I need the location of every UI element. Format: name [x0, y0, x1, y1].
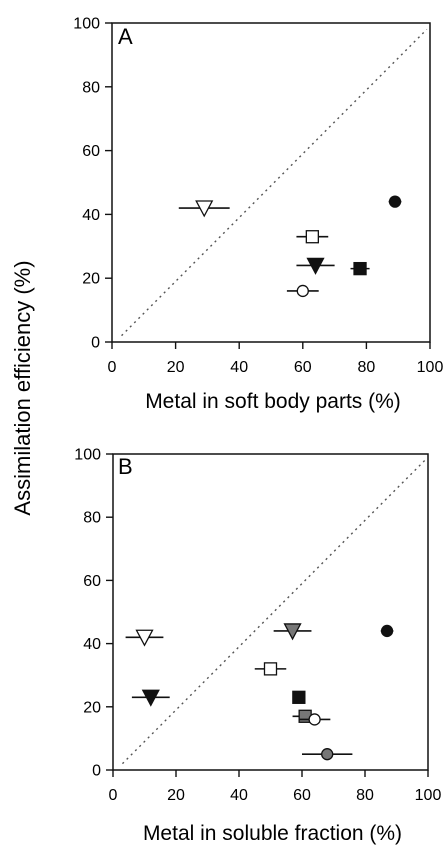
plot-frame — [112, 453, 429, 771]
x-tick-label: 100 — [417, 359, 444, 376]
shared-y-axis-label: Assimilation efficiency (%) — [10, 260, 35, 515]
data-point-triangle-down — [195, 200, 214, 218]
data-point-triangle-down — [135, 629, 154, 647]
plot-frame — [111, 22, 431, 343]
x-tick-label: 40 — [230, 359, 248, 376]
data-point-circle — [380, 624, 394, 638]
data-point-triangle-down — [141, 689, 160, 707]
panel-b: 0 20 40 60 80 100 0 20 40 60 80 100 Metal in soluble… — [74, 447, 441, 846]
data-point-square — [305, 230, 319, 244]
y-tick-label: 80 — [83, 510, 101, 527]
y-tick-label: 40 — [82, 207, 100, 224]
x-tick-label: 60 — [294, 359, 312, 376]
x-tick-label: 80 — [356, 787, 374, 804]
y-tick-label: 20 — [83, 699, 101, 716]
data-point-circle — [296, 284, 309, 298]
x-tick-label: 20 — [167, 787, 185, 804]
x-tick-label: 80 — [358, 359, 376, 376]
panel-label: B — [118, 454, 133, 479]
data-point-triangle-down — [283, 623, 302, 641]
x-tick-label: 20 — [167, 359, 185, 376]
y-tick-label: 60 — [83, 573, 101, 590]
reference-line — [121, 28, 428, 337]
x-axis-label: Metal in soft body parts (%) — [145, 390, 401, 413]
y-tick-label: 100 — [74, 447, 101, 464]
x-tick-label: 0 — [108, 359, 117, 376]
data-point-triangle-down — [306, 257, 325, 275]
data-point-square — [353, 261, 367, 276]
data-point-square — [292, 690, 306, 704]
data-point-circle — [388, 195, 402, 208]
x-axis-label: Metal in soluble fraction (%) — [143, 822, 402, 845]
x-tick-label: 60 — [293, 787, 311, 804]
data-point-circle — [308, 713, 321, 726]
x-tick-label: 100 — [415, 787, 442, 804]
data-point-square — [263, 662, 278, 676]
y-tick-label: 0 — [92, 763, 101, 780]
y-tick-label: 100 — [73, 16, 100, 33]
data-point-circle — [321, 748, 334, 761]
x-tick-label: 40 — [230, 787, 248, 804]
x-tick-label: 0 — [109, 787, 118, 804]
panel-a: 0 20 40 60 80 100 0 20 40 60 80 100 Metal in soft bo… — [73, 16, 443, 414]
y-tick-label: 60 — [82, 143, 100, 160]
y-tick-label: 40 — [83, 636, 101, 653]
y-tick-label: 80 — [82, 79, 100, 96]
panel-label: A — [118, 24, 133, 49]
y-tick-label: 20 — [82, 271, 100, 288]
y-tick-label: 0 — [91, 335, 100, 352]
reference-line — [121, 459, 426, 765]
